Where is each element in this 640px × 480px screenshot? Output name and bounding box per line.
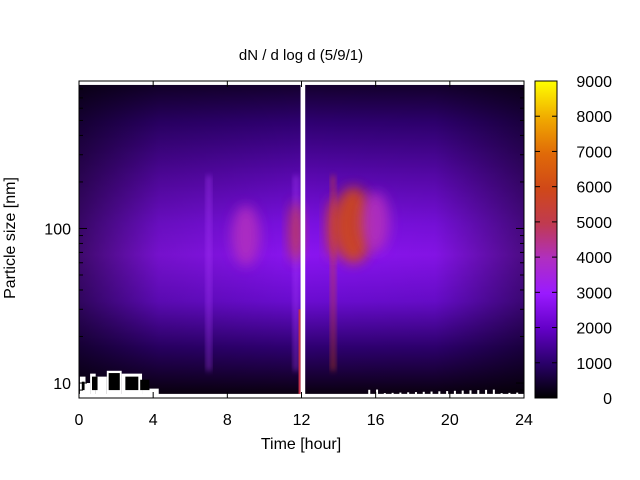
chart-title: dN / d log d (5/9/1) (239, 47, 363, 64)
colorbar-axis: 0 1000 2000 3000 4000 5000 6000 7000 8000 9000 (535, 74, 612, 408)
missing-data-tick (376, 389, 379, 398)
colorbar-tick-label: 2000 (576, 321, 612, 338)
missing-data-block (91, 376, 98, 391)
y-tick-label: 100 (44, 221, 71, 238)
x-axis: 0 4 8 12 16 20 24 (75, 81, 533, 429)
y-axis: 10 100 (44, 80, 524, 399)
missing-data-block (108, 373, 120, 391)
y-tick-label: 10 (53, 376, 71, 393)
heatmap-streak (206, 175, 211, 371)
colorbar-tick-label: 6000 (576, 180, 612, 197)
colorbar-tick-label: 3000 (576, 285, 612, 302)
missing-data-tick (492, 389, 495, 398)
x-tick-label: 16 (367, 412, 385, 429)
x-tick-label: 4 (149, 412, 158, 429)
colorbar-tick-label: 5000 (576, 215, 612, 232)
colorbar-tick-label: 1000 (576, 356, 612, 373)
colorbar-tick-label: 8000 (576, 109, 612, 126)
heatmap-area (79, 81, 524, 398)
missing-data-block (85, 383, 91, 398)
x-tick-label: 12 (293, 412, 311, 429)
missing-data-tick (485, 389, 488, 398)
x-tick-label: 24 (515, 412, 533, 429)
heatmap-streak (293, 175, 298, 371)
heatmap-streak (331, 175, 336, 371)
missing-data-block (140, 379, 150, 391)
x-tick-label: 0 (75, 412, 84, 429)
colorbar (534, 80, 558, 399)
y-axis-label: Particle size [nm] (2, 177, 19, 299)
colorbar-tick-label: 9000 (576, 74, 612, 91)
x-tick-label: 20 (441, 412, 459, 429)
x-axis-label: Time [hour] (261, 436, 341, 453)
heatmap-feature (288, 201, 303, 262)
missing-data-block (95, 376, 107, 398)
colorbar-tick-label: 0 (603, 391, 612, 408)
heatmap-feature (231, 205, 260, 266)
data-gap (300, 81, 306, 398)
missing-data-block (81, 381, 85, 391)
heatmap-feature (361, 192, 390, 253)
data-gap-edge (298, 309, 301, 398)
missing-data-block (142, 388, 159, 398)
x-tick-label: 8 (223, 412, 232, 429)
missing-data-block (125, 376, 139, 391)
colorbar-tick-label: 4000 (576, 250, 612, 267)
missing-data-tick (368, 389, 371, 398)
colorbar-tick-label: 7000 (576, 144, 612, 161)
heatmap-feature (333, 187, 374, 264)
